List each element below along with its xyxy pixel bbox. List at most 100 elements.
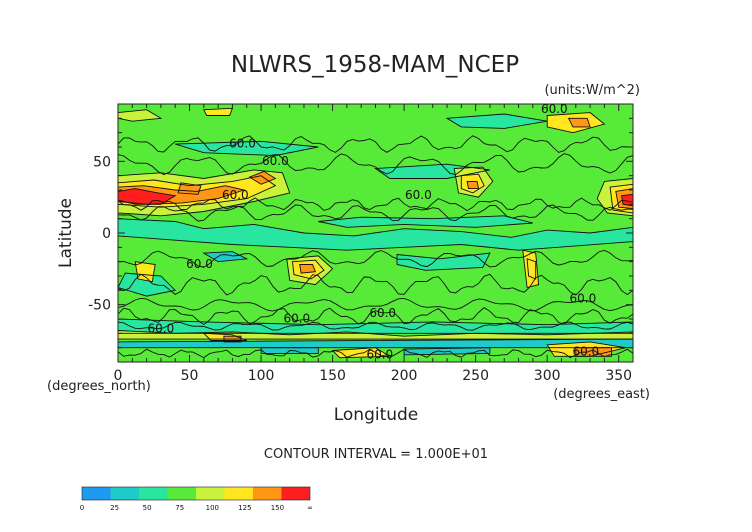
contour-line bbox=[299, 264, 317, 274]
colorbar-swatch bbox=[224, 487, 253, 500]
contour-line bbox=[203, 107, 234, 116]
x-tick-labels: 0 50 100 150 200 250 300 350 bbox=[114, 368, 633, 384]
contour-line bbox=[118, 188, 177, 205]
isoline bbox=[118, 197, 633, 212]
chart-title: NLWRS_1958-MAM_NCEP bbox=[231, 52, 519, 78]
isoline bbox=[118, 321, 633, 331]
isoline bbox=[118, 153, 633, 176]
contour-region-yel bbox=[332, 347, 390, 358]
contour-labels: 60.0 60.0 60.0 60.0 60.0 60.0 60.0 60.0 60.0 60.0… bbox=[148, 104, 600, 361]
contour-line bbox=[118, 272, 177, 297]
contour-line bbox=[374, 163, 490, 179]
y-axis-label: Latitude bbox=[56, 198, 76, 268]
isoline bbox=[118, 348, 633, 359]
contour-line bbox=[522, 249, 540, 289]
contour-line bbox=[460, 173, 485, 194]
contour-interval-note: CONTOUR INTERVAL = 1.000E+01 bbox=[264, 447, 488, 462]
contour-region-aqua bbox=[175, 141, 319, 156]
x-tick-label: 0 bbox=[114, 368, 123, 384]
x-tick-label: 250 bbox=[462, 368, 489, 384]
x-tick-label: 150 bbox=[319, 368, 346, 384]
contour-line bbox=[403, 347, 491, 356]
contour-region-ora bbox=[568, 118, 591, 127]
plot-area: 60.0 60.0 60.0 60.0 60.0 60.0 60.0 60.0 60.0 60.0… bbox=[118, 104, 633, 362]
contour-line bbox=[575, 347, 612, 357]
isoline bbox=[118, 249, 633, 268]
contour-line bbox=[546, 112, 606, 134]
colorbar-frame bbox=[81, 486, 311, 501]
contour-lines bbox=[118, 107, 633, 359]
contour-label: 60.0 bbox=[283, 312, 310, 326]
contour-line bbox=[248, 170, 277, 185]
colorbar: 0 25 50 75 100 125 150 ∞ bbox=[80, 486, 313, 512]
contour-region-aqua bbox=[397, 253, 490, 271]
contour-label: 60.0 bbox=[570, 291, 597, 305]
contour-line bbox=[318, 215, 534, 228]
contour-line bbox=[526, 258, 537, 280]
x-tick-label: 200 bbox=[391, 368, 418, 384]
contour-line bbox=[202, 332, 247, 341]
contour-label: 60.0 bbox=[366, 347, 393, 361]
isoline bbox=[118, 204, 633, 222]
contour-line bbox=[118, 109, 163, 122]
contour-region-aqua bbox=[447, 114, 548, 129]
contour-label: 60.0 bbox=[148, 322, 175, 336]
contour-line bbox=[260, 347, 319, 354]
contour-label: 60.0 bbox=[405, 188, 432, 202]
y-tick-label: 0 bbox=[102, 226, 111, 242]
contour-line bbox=[202, 251, 249, 263]
contour-region-aqua bbox=[118, 218, 633, 251]
contour-line bbox=[118, 338, 633, 349]
isoline bbox=[118, 273, 633, 296]
colorbar-tick-label: 50 bbox=[143, 504, 152, 512]
contour-line bbox=[175, 140, 319, 157]
contour-line bbox=[118, 175, 277, 208]
colorbar-tick-label: 75 bbox=[175, 504, 184, 512]
contour-line bbox=[286, 255, 334, 286]
colorbar-swatch bbox=[139, 487, 168, 500]
contour-region-red bbox=[118, 188, 176, 205]
colorbar-tick-label: 100 bbox=[206, 504, 219, 512]
axis-ticks bbox=[118, 104, 633, 362]
contour-region-ora bbox=[575, 347, 612, 357]
colorbar-swatch bbox=[110, 487, 139, 500]
contour-region-aqua bbox=[318, 215, 533, 228]
contour-label: 60.0 bbox=[262, 154, 289, 168]
contour-line bbox=[118, 185, 246, 205]
x-unit-label: (degrees_east) bbox=[553, 387, 650, 402]
contour-line bbox=[567, 117, 591, 128]
contour-region-yel bbox=[135, 261, 156, 282]
contour-line bbox=[118, 330, 633, 340]
contour-label: 60.0 bbox=[229, 137, 256, 151]
contour-line bbox=[445, 113, 548, 129]
contour-line bbox=[134, 261, 156, 283]
y-tick-label: 50 bbox=[93, 154, 111, 170]
colorbar-swatch bbox=[167, 487, 196, 500]
contour-line bbox=[621, 193, 633, 207]
contour-label: 60.0 bbox=[186, 257, 213, 271]
contour-region-ora bbox=[299, 264, 316, 274]
colorbar-tick-label: 150 bbox=[271, 504, 284, 512]
colorbar-tick-label: 25 bbox=[110, 504, 119, 512]
colorbar-tick-label: 0 bbox=[80, 504, 84, 512]
contour-label: 60.0 bbox=[222, 188, 249, 202]
contour-region-aqua bbox=[118, 273, 176, 297]
colorbar-tick-label: 125 bbox=[238, 504, 251, 512]
colorbar-swatch bbox=[196, 487, 225, 500]
y-tick-label: -50 bbox=[88, 298, 111, 314]
contour-line bbox=[118, 169, 291, 217]
contour-line bbox=[118, 318, 633, 334]
x-tick-label: 100 bbox=[248, 368, 275, 384]
contour-line bbox=[615, 188, 633, 210]
contour-line bbox=[596, 178, 633, 217]
x-tick-label: 350 bbox=[605, 368, 632, 384]
isoline bbox=[118, 307, 633, 326]
contour-label: 60.0 bbox=[369, 306, 396, 320]
x-tick-label: 300 bbox=[534, 368, 561, 384]
isoline bbox=[118, 135, 633, 153]
contour-line bbox=[396, 252, 491, 271]
colorbar-swatch bbox=[82, 487, 111, 500]
contour-line bbox=[609, 183, 633, 214]
y-unit-label: (degrees_north) bbox=[47, 379, 151, 394]
colorbar-swatch bbox=[281, 487, 310, 500]
